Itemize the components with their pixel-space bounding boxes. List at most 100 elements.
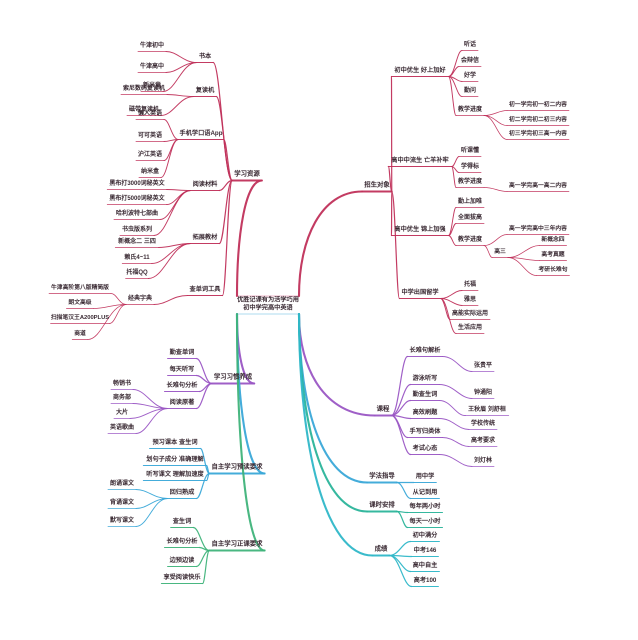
mindmap-node-l2[interactable]: 每年两小时 (409, 502, 441, 510)
mindmap-node-l2[interactable]: 听写课文 理解加速度 (146, 470, 204, 478)
mindmap-node-l3[interactable]: 黑布打3000词秘英文 (109, 180, 165, 187)
mindmap-node-l4[interactable]: 朗文高级 (68, 299, 92, 306)
mindmap-node-l4[interactable]: 商道 (74, 330, 86, 337)
mindmap-node-l4[interactable]: 扫描笔汉王A200PLUS (50, 314, 110, 321)
mindmap-branch-xuefazhidao[interactable]: 学法指导 (369, 472, 395, 480)
mindmap-node-l3[interactable]: 牛津高中 (139, 63, 165, 70)
mindmap-node-l2[interactable]: 长难句分析 (166, 381, 198, 389)
mindmap-node-l2[interactable]: 查生词 (172, 517, 192, 525)
mindmap-branch-zizhuyuxi[interactable]: 自主学习预读要求 (211, 463, 263, 471)
mindmap-node-l3[interactable]: 托福 (463, 281, 477, 288)
mindmap-node-l4[interactable]: 高一学完高一高二内容 (509, 182, 567, 189)
mindmap-node-l2[interactable]: 勤查单词 (169, 348, 195, 356)
mindmap-node-l2[interactable]: 长难句解析 (409, 346, 441, 354)
mindmap-node-l3[interactable]: 新米童 (142, 82, 162, 89)
mindmap-node-l5[interactable]: 高考真题 (541, 251, 565, 258)
mindmap-node-l5[interactable]: 新概念四 (541, 236, 565, 243)
mindmap-node-l3[interactable]: 听话 (463, 41, 477, 48)
mindmap-node-l3[interactable]: 哈利波特七部曲 (115, 210, 159, 217)
mindmap-node-l3[interactable]: 生活应用 (457, 324, 483, 331)
mindmap-node-l3[interactable]: 纳米盒 (140, 168, 160, 175)
mindmap-node-l3[interactable]: 默写课文 (109, 517, 135, 524)
mindmap-node-l2[interactable]: 初中满分 (412, 531, 438, 539)
mindmap-node-l3[interactable]: 沪江英语 (137, 151, 163, 158)
mindmap-node-l3[interactable]: 刘灯林 (473, 457, 493, 464)
mindmap-node-l2[interactable]: 高中自主 (412, 561, 438, 569)
mindmap-node-l2[interactable]: 拓展教材 (192, 233, 218, 241)
mindmap-node-l3[interactable]: 懒人英语 (137, 110, 163, 117)
mindmap-node-l4[interactable]: 牛津高阶第八版精简版 (51, 284, 109, 291)
mindmap-node-l2[interactable]: 划句子成分 准确理解 (146, 455, 204, 463)
mindmap-branch-zhaoshengduixiang[interactable]: 招生对象 (364, 181, 390, 189)
mindmap-node-l3[interactable]: 高考要求 (470, 437, 496, 444)
mindmap-node-l5[interactable]: 考研长难句 (538, 266, 568, 273)
mindmap-node-l4[interactable]: 高三 (494, 248, 506, 255)
mindmap-node-l3[interactable]: 托福QQ (126, 269, 148, 276)
mindmap-node-l4[interactable]: 初三学完初三高一内容 (509, 130, 567, 137)
mindmap-node-l3[interactable]: 雅思 (463, 296, 477, 303)
mindmap-node-l2[interactable]: 中学出国留学 (401, 288, 439, 296)
mindmap-node-l2[interactable]: 长难句分析 (166, 537, 198, 545)
mindmap-node-l4[interactable]: 初二学完初二初三内容 (509, 116, 567, 123)
mindmap-node-l2[interactable]: 高中优生 锦上加强 (394, 225, 446, 233)
mindmap-branch-xuexiziyuan[interactable]: 学习资源 (234, 170, 260, 178)
mindmap-node-l2[interactable]: 高效刷题 (412, 408, 438, 416)
mindmap-node-l4[interactable]: 初一学完初一初二内容 (509, 101, 567, 108)
mindmap-node-l2[interactable]: 手机学口语App (179, 129, 223, 137)
mindmap-node-l3[interactable]: 张贵平 (473, 362, 493, 369)
mindmap-node-l2[interactable]: 享受阅读快乐 (163, 573, 201, 581)
mindmap-node-l3[interactable]: 学得标 (460, 163, 480, 170)
mindmap-node-l3[interactable]: 学校传统 (470, 420, 496, 427)
mindmap-node-l2[interactable]: 阅读材料 (192, 180, 218, 188)
mindmap-node-l2[interactable]: 每天一小时 (409, 517, 441, 525)
mindmap-node-l2[interactable]: 边预边读 (169, 556, 195, 564)
mindmap-node-l3[interactable]: 朗诵课文 (109, 480, 135, 487)
mindmap-root-node[interactable]: 优胜记课有为活学巧用 初中学完高中英语 (237, 296, 299, 312)
mindmap-branch-xuexixiguan[interactable]: 学习习惯养成 (213, 373, 253, 381)
mindmap-node-l3[interactable]: 书虫版系列 (121, 226, 153, 233)
mindmap-node-l3[interactable]: 好学 (463, 72, 477, 79)
mindmap-node-l2[interactable]: 考试心态 (412, 444, 438, 452)
mindmap-node-l2[interactable]: 勤查生词 (412, 390, 438, 398)
mindmap-node-l3[interactable]: 教学进度 (457, 106, 483, 113)
mindmap-node-l2[interactable]: 高中中流生 亡羊补牢 (391, 156, 449, 164)
mindmap-node-l3[interactable]: 索尼数码复读机 (122, 85, 166, 92)
mindmap-node-l3[interactable]: 可可英语 (137, 132, 163, 139)
mindmap-node-l3[interactable]: 钟通阳 (473, 389, 493, 396)
mindmap-node-l2[interactable]: 用中学 (415, 472, 435, 480)
mindmap-node-l3[interactable]: 磁带复读机 (128, 106, 160, 113)
mindmap-node-l3[interactable]: 新概念二 三四 (118, 238, 156, 245)
mindmap-node-l2[interactable]: 游泳听写 (412, 374, 438, 382)
mindmap-node-l3[interactable]: 高能实际运用 (451, 310, 489, 317)
mindmap-branch-chengji[interactable]: 成绩 (374, 545, 388, 553)
mindmap-node-l3[interactable]: 勤上加唯 (457, 198, 483, 205)
mindmap-node-l2[interactable]: 中考146 (413, 546, 437, 554)
mindmap-node-l3[interactable]: 听课懂 (460, 147, 480, 154)
mindmap-node-l4[interactable]: 高一学完高中三年内容 (509, 225, 567, 232)
mindmap-node-l3[interactable]: 畅销书 (112, 380, 132, 387)
mindmap-node-l2[interactable]: 复读机 (195, 86, 215, 94)
mindmap-node-l3[interactable]: 黑布打5000词秘英文 (109, 195, 165, 202)
mindmap-node-l3[interactable]: 全面拔高 (457, 214, 483, 221)
mindmap-node-l3[interactable]: 勤问 (463, 87, 477, 94)
mindmap-node-l3[interactable]: 会辩信 (460, 57, 480, 64)
mindmap-node-l3[interactable]: 教学进度 (457, 236, 483, 243)
mindmap-node-l2[interactable]: 手写归类体 (409, 427, 441, 435)
mindmap-branch-keshianpai[interactable]: 课时安排 (369, 501, 395, 509)
mindmap-node-l2[interactable]: 从记到用 (412, 488, 438, 496)
mindmap-node-l2[interactable]: 书本 (198, 52, 212, 60)
mindmap-node-l3[interactable]: 王秋眉 刘舒桓 (468, 406, 506, 413)
mindmap-node-l2[interactable]: 回归熟成 (169, 488, 195, 496)
mindmap-node-l2[interactable]: 查单词工具 (189, 285, 221, 293)
mindmap-node-l3[interactable]: 牛津初中 (139, 42, 165, 49)
mindmap-node-l2[interactable]: 阅读原著 (169, 398, 195, 406)
mindmap-node-l3[interactable]: 教学进度 (457, 178, 483, 185)
mindmap-node-l2[interactable]: 初中优生 好上加好 (394, 66, 446, 74)
mindmap-branch-kecheng[interactable]: 课程 (376, 405, 390, 413)
mindmap-node-l3[interactable]: 大片 (115, 409, 129, 416)
mindmap-node-l2[interactable]: 高考100 (413, 576, 437, 584)
mindmap-branch-zizhuzhengke[interactable]: 自主学习正课要求 (211, 540, 263, 548)
mindmap-node-l3[interactable]: 商务部 (112, 394, 132, 401)
mindmap-node-l2[interactable]: 每天听写 (169, 365, 195, 373)
mindmap-node-l2[interactable]: 预习课本 查生词 (152, 438, 198, 446)
